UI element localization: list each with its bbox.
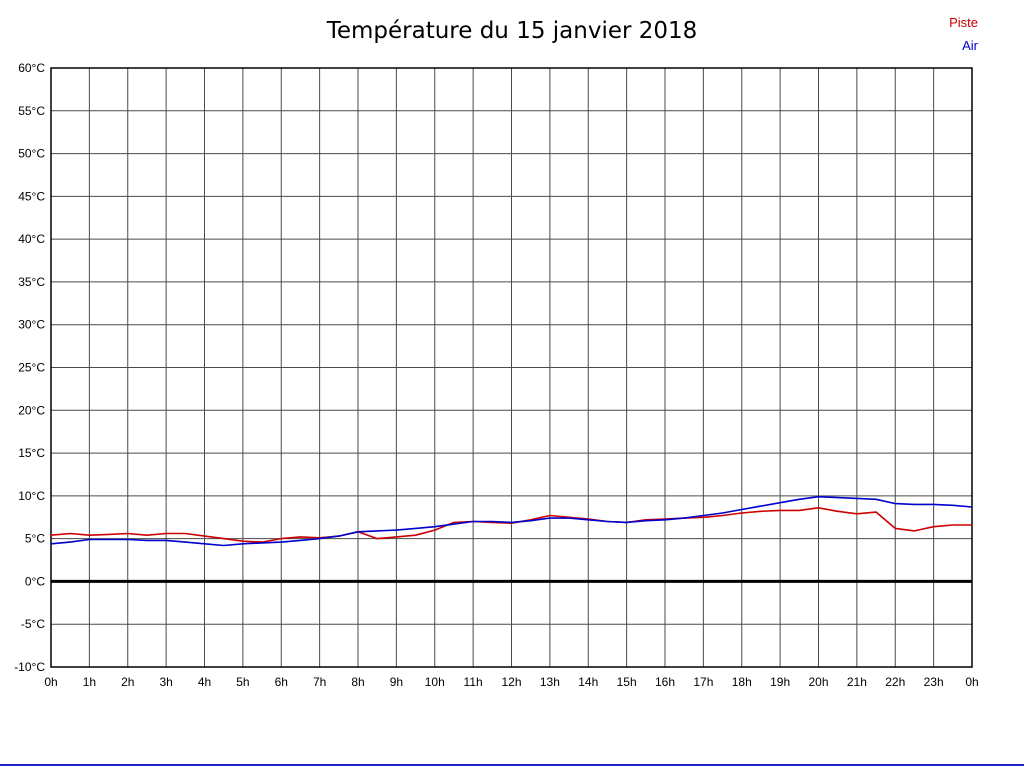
x-tick-label: 16h — [655, 675, 675, 689]
x-tick-label: 15h — [617, 675, 637, 689]
series-line-piste — [50, 506, 973, 543]
x-tick-label: 22h — [885, 675, 905, 689]
series-line-air — [50, 495, 973, 547]
x-tick-label: 17h — [693, 675, 713, 689]
x-tick-label: 2h — [121, 675, 134, 689]
legend-air: Air — [962, 37, 978, 53]
x-tick-label: 9h — [390, 675, 403, 689]
x-tick-label: 1h — [83, 675, 96, 689]
y-tick-label: 40°C — [18, 232, 45, 246]
y-tick-label: 25°C — [18, 361, 45, 375]
x-tick-label: 5h — [236, 675, 249, 689]
x-tick-label: 20h — [808, 675, 828, 689]
x-tick-label: 18h — [732, 675, 752, 689]
y-tick-label: 50°C — [18, 147, 45, 161]
x-tick-label: 0h — [965, 675, 978, 689]
x-tick-label: 4h — [198, 675, 211, 689]
x-tick-label: 12h — [501, 675, 521, 689]
y-tick-label: 30°C — [18, 318, 45, 332]
footer-divider — [0, 764, 1024, 766]
y-tick-label: 45°C — [18, 189, 45, 203]
x-tick-label: 21h — [847, 675, 867, 689]
legend-piste: Piste — [949, 15, 978, 30]
x-tick-label: 7h — [313, 675, 326, 689]
y-tick-label: 5°C — [25, 532, 45, 546]
x-tick-label: 11h — [464, 675, 483, 689]
y-tick-label: 20°C — [18, 403, 45, 417]
x-tick-label: 13h — [540, 675, 560, 689]
chart-title: Température du 15 janvier 2018 — [326, 18, 698, 44]
x-tick-label: 0h — [44, 675, 57, 689]
x-tick-label: 19h — [770, 675, 790, 689]
plot-border — [50, 67, 973, 668]
y-tick-label: 15°C — [18, 446, 45, 460]
x-tick-label: 23h — [924, 675, 944, 689]
y-tick-label: -5°C — [21, 617, 45, 631]
x-tick-label: 6h — [275, 675, 288, 689]
x-tick-label: 10h — [425, 675, 445, 689]
y-tick-label: -10°C — [14, 660, 45, 674]
y-tick-label: 10°C — [18, 489, 45, 503]
y-tick-label: 60°C — [18, 61, 45, 75]
y-tick-label: 55°C — [18, 104, 45, 118]
x-tick-label: 8h — [351, 675, 364, 689]
y-tick-label: 0°C — [25, 574, 45, 588]
y-tick-label: 35°C — [18, 275, 45, 289]
x-tick-label: 14h — [578, 675, 598, 689]
chart-legend: Piste Air — [949, 12, 978, 58]
x-tick-label: 3h — [159, 675, 172, 689]
